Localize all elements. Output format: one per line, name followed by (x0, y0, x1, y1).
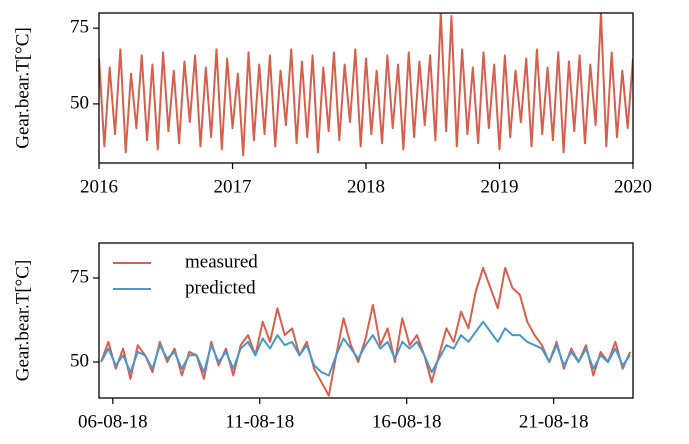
legend-label: predicted (185, 277, 256, 298)
x-tick-label: 2020 (614, 176, 652, 197)
axes-frame (98, 242, 634, 399)
x-tick-label: 16-08-18 (372, 411, 442, 432)
y-tick-label: 50 (70, 350, 89, 371)
y-tick-label: 50 (70, 92, 89, 113)
data-line (100, 266, 631, 397)
legend-label: measured (185, 251, 258, 272)
x-tick-label: 2017 (214, 176, 252, 197)
x-tick-label: 2016 (80, 176, 118, 197)
data-line (100, 320, 631, 377)
data-line (99, 13, 633, 157)
x-tick-label: 2018 (347, 176, 385, 197)
x-tick-label: 06-08-18 (78, 411, 148, 432)
y-axis-label: Gear.bear.T[°C] (12, 27, 33, 149)
y-axis-label: Gear.bear.T[°C] (12, 260, 33, 382)
x-tick-label: 2019 (481, 176, 519, 197)
plot-area (99, 13, 633, 157)
y-tick-label: 75 (70, 17, 89, 38)
plot-area (100, 266, 631, 397)
x-tick-label: 11-08-18 (225, 411, 294, 432)
y-tick-label: 75 (70, 266, 89, 287)
x-tick-label: 21-08-18 (519, 411, 589, 432)
